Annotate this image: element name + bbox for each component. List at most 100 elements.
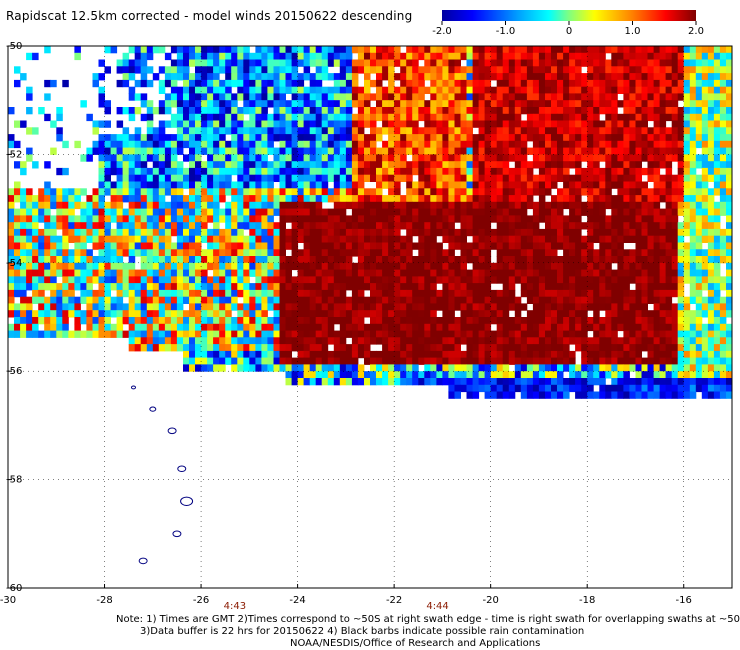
- heatmap-cell: [454, 107, 461, 115]
- heatmap-cell: [158, 337, 166, 345]
- heatmap-cell: [514, 269, 522, 277]
- heatmap-cell: [466, 289, 473, 298]
- heatmap-cell: [267, 256, 274, 264]
- heatmap-cell: [719, 127, 727, 135]
- heatmap-cell: [213, 59, 220, 67]
- heatmap-cell: [213, 208, 220, 216]
- heatmap-cell: [267, 317, 274, 325]
- heatmap-cell: [442, 276, 449, 284]
- heatmap-cell: [351, 276, 359, 284]
- heatmap-cell: [370, 289, 377, 298]
- heatmap-cell: [98, 317, 105, 325]
- heatmap-cell: [538, 59, 546, 67]
- heatmap-cell: [575, 167, 582, 176]
- heatmap-cell: [502, 66, 510, 74]
- heatmap-cell: [38, 235, 45, 243]
- heatmap-cell: [575, 86, 582, 94]
- heatmap-cell: [719, 134, 727, 142]
- heatmap-cell: [514, 66, 522, 74]
- heatmap-cell: [713, 323, 721, 332]
- heatmap-cell: [418, 147, 425, 155]
- heatmap-cell: [514, 201, 522, 210]
- heatmap-cell: [394, 86, 401, 94]
- heatmap-cell: [104, 256, 111, 264]
- heatmap-cell: [201, 100, 208, 108]
- heatmap-cell: [291, 59, 299, 67]
- heatmap-cell: [520, 100, 528, 108]
- heatmap-cell: [321, 256, 329, 264]
- heatmap-cell: [520, 256, 528, 264]
- heatmap-cell: [388, 52, 395, 61]
- heatmap-cell: [176, 256, 184, 264]
- heatmap-cell: [213, 283, 220, 291]
- heatmap-cell: [219, 296, 226, 304]
- heatmap-cell: [460, 66, 467, 74]
- heatmap-cell: [8, 215, 15, 223]
- heatmap-cell: [436, 147, 443, 155]
- heatmap-cell: [623, 337, 630, 345]
- heatmap-cell: [641, 208, 648, 216]
- heatmap-cell: [195, 364, 202, 372]
- heatmap-cell: [394, 262, 401, 271]
- heatmap-cell: [285, 256, 292, 264]
- heatmap-cell: [689, 59, 697, 67]
- heatmap-cell: [665, 134, 673, 142]
- heatmap-cell: [183, 208, 190, 216]
- heatmap-cell: [460, 120, 467, 128]
- heatmap-cell: [551, 357, 558, 365]
- heatmap-cell: [557, 262, 564, 271]
- heatmap-cell: [478, 195, 486, 203]
- heatmap-cell: [569, 154, 576, 162]
- heatmap-cell: [364, 323, 371, 332]
- heatmap-cell: [508, 86, 516, 94]
- heatmap-cell: [418, 181, 425, 189]
- heatmap-cell: [291, 86, 299, 94]
- heatmap-cell: [20, 215, 27, 223]
- heatmap-cell: [575, 283, 582, 291]
- heatmap-cell: [538, 235, 546, 243]
- heatmap-cell: [599, 289, 606, 298]
- heatmap-cell: [140, 134, 148, 142]
- heatmap-cell: [183, 73, 190, 81]
- heatmap-cell: [454, 188, 461, 196]
- heatmap-cell: [635, 323, 642, 332]
- heatmap-cell: [128, 140, 136, 149]
- heatmap-cell: [225, 79, 232, 88]
- heatmap-cell: [285, 357, 292, 365]
- heatmap-cell: [32, 52, 39, 61]
- heatmap-cell: [490, 289, 498, 298]
- heatmap-cell: [327, 167, 335, 176]
- heatmap-cell: [183, 276, 190, 284]
- heatmap-cell: [273, 323, 280, 332]
- heatmap-cell: [707, 73, 715, 81]
- heatmap-cell: [20, 161, 27, 169]
- heatmap-cell: [671, 107, 679, 115]
- heatmap-cell: [689, 337, 697, 345]
- heatmap-cell: [695, 310, 703, 318]
- heatmap-cell: [653, 317, 661, 325]
- heatmap-cell: [484, 296, 492, 304]
- heatmap-cell: [14, 276, 21, 284]
- heatmap-cell: [406, 188, 413, 196]
- heatmap-cell: [647, 262, 654, 271]
- heatmap-cell: [170, 323, 178, 332]
- heatmap-cell: [297, 100, 305, 108]
- heatmap-cell: [267, 344, 274, 352]
- heatmap-cell: [134, 154, 142, 162]
- heatmap-cell: [26, 195, 33, 203]
- heatmap-cell: [110, 296, 118, 304]
- heatmap-cell: [520, 228, 528, 237]
- heatmap-cell: [593, 262, 600, 271]
- heatmap-cell: [92, 323, 99, 332]
- heatmap-cell: [183, 181, 190, 189]
- heatmap-cell: [707, 79, 715, 88]
- heatmap-cell: [285, 154, 292, 162]
- heatmap-cell: [466, 269, 473, 277]
- heatmap-cell: [213, 107, 220, 115]
- heatmap-cell: [321, 344, 329, 352]
- heatmap-cell: [309, 161, 317, 169]
- heatmap-cell: [472, 303, 480, 311]
- heatmap-cell: [237, 283, 244, 291]
- heatmap-cell: [424, 161, 431, 169]
- heatmap-cell: [695, 222, 703, 230]
